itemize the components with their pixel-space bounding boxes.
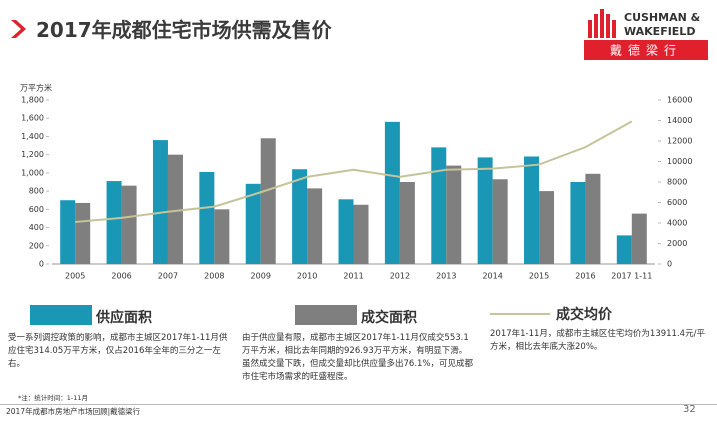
title-arrow [11,20,26,38]
logo-text: CUSHMAN & [624,11,701,24]
bar [477,157,493,264]
legend-marker [30,305,92,325]
bar [384,121,400,264]
legend-label: 成交均价 [556,307,612,323]
bar [75,202,91,264]
bar [245,183,261,264]
bar [152,140,168,264]
y-tick-label: 800 [29,187,44,196]
bar [307,188,323,264]
bar [214,209,230,264]
bar [431,147,447,264]
note: *注：统计时间：1-11月 [18,394,89,402]
x-tick-label: 2009 [251,272,271,281]
x-tick-label: 2007 [158,272,178,281]
description: 受一系列调控政策的影响，成都市主城区2017年1-11月供应住宅314.05万平… [8,333,228,369]
y2-tick-label: 6000 [667,198,687,207]
y-tick-label: 1,200 [21,150,44,159]
bar [539,191,555,264]
description: 2017年1-11月，成都市主城区住宅均价为13911.4元/平方米，相比去年底… [490,329,705,352]
y-tick-label: 600 [29,205,44,214]
x-tick-label: 2011 [343,272,363,281]
bar [292,169,308,264]
y2-tick-label: 2000 [667,239,687,248]
bar [60,200,76,264]
x-tick-label: 2008 [204,272,224,281]
footer-rule [0,404,717,405]
page-number: 32 [683,404,696,415]
bar [492,179,508,264]
bar [338,199,354,264]
y-tick-label: 400 [29,223,44,232]
logo-text: WAKEFIELD [624,25,695,38]
x-tick-label: 2015 [529,272,549,281]
x-tick-label: 2005 [65,272,85,281]
bar [353,204,369,264]
bar [399,182,415,264]
y2-tick-label: 0 [667,260,672,269]
y2-tick-label: 4000 [667,219,687,228]
title: 2017年成都住宅市场供需及售价 [36,18,332,42]
bar [260,138,276,264]
x-tick-label: 2012 [390,272,410,281]
x-tick-label: 2017 1-11 [611,272,652,281]
y2-tick-label: 16000 [667,96,692,105]
bar [585,173,601,264]
legend-marker [295,305,357,325]
legend-marker [490,313,550,315]
bar [524,156,540,264]
chart: 万平方米 0 200 400 600 800 1,000 1,200 1,400 1,600 1,… [20,83,692,281]
legend-label: 成交面积 [361,310,417,326]
bar [616,235,632,264]
bar [570,182,586,264]
logo: CUSHMAN & WAKEFIELD 戴德梁行 [584,9,708,60]
legend-label: 供应面积 [96,310,152,326]
bar [106,181,122,264]
y-tick-label: 1,600 [21,114,44,123]
y-tick-label: 1,000 [21,168,44,177]
y-tick-label: 1,800 [21,96,44,105]
price-line [75,120,633,223]
x-tick-label: 2010 [297,272,317,281]
x-tick-label: 2014 [482,272,502,281]
y-axis-label: 万平方米 [20,83,52,93]
description: 由于供应量有限，成都市主城区2017年1-11月仅成交553.1万平方米，相比去… [242,333,474,382]
y2-tick-label: 12000 [667,137,692,146]
y-tick-label: 0 [39,260,44,269]
footer-source: 2017年成都市房地产市场回顾|戴德梁行 [6,407,141,416]
bar [167,154,183,264]
y2-tick-label: 8000 [667,178,687,187]
y2-tick-label: 10000 [667,157,692,166]
y2-tick-label: 14000 [667,116,692,125]
bar [199,171,215,264]
x-tick-label: 2016 [575,272,595,281]
logo-text: 戴德梁行 [610,43,682,58]
x-tick-label: 2006 [111,272,131,281]
y-tick-label: 200 [29,241,44,250]
bar [121,185,137,264]
y-tick-label: 1,400 [21,132,44,141]
x-tick-label: 2013 [436,272,456,281]
bar [631,213,647,264]
bar [446,165,462,264]
